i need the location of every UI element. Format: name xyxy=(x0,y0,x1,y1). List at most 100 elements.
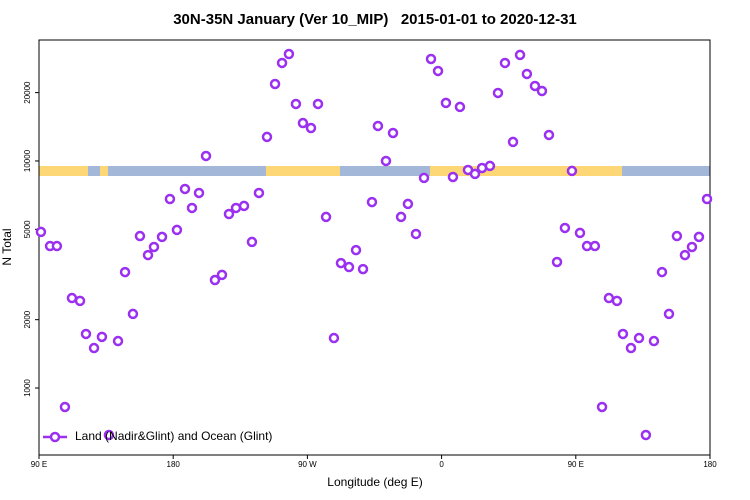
point xyxy=(418,172,430,184)
ocean-band xyxy=(39,166,710,176)
point xyxy=(320,211,332,223)
point xyxy=(328,332,340,344)
point xyxy=(223,208,235,220)
x-tick-label: 90 E xyxy=(31,460,47,469)
point xyxy=(372,120,384,132)
point xyxy=(246,236,258,248)
point xyxy=(88,342,100,354)
point xyxy=(35,226,47,238)
point xyxy=(447,171,459,183)
point xyxy=(261,131,273,143)
point xyxy=(164,193,176,205)
y-tick-label: 20000 xyxy=(23,81,32,104)
point xyxy=(425,53,437,65)
point xyxy=(134,230,146,242)
legend-label: Land (Nadir&Glint) and Ocean (Glint) xyxy=(75,429,272,443)
point xyxy=(112,335,124,347)
point xyxy=(51,240,63,252)
plot-frame xyxy=(38,39,711,456)
point xyxy=(156,231,168,243)
point xyxy=(119,266,131,278)
point xyxy=(507,136,519,148)
point xyxy=(80,328,92,340)
point xyxy=(566,165,578,177)
x-tick-label: 0 xyxy=(439,460,444,469)
point xyxy=(617,328,629,340)
point xyxy=(603,292,615,304)
point xyxy=(200,150,212,162)
y-axis-label: N Total xyxy=(0,228,14,265)
land-band xyxy=(39,166,88,176)
chart-title: 30N-35N January (Ver 10_MIP) 2015-01-01 … xyxy=(173,11,577,28)
point xyxy=(693,231,705,243)
point xyxy=(74,295,86,307)
point xyxy=(671,230,683,242)
point xyxy=(679,249,691,261)
point xyxy=(380,155,392,167)
y-tick-label: 2000 xyxy=(23,310,32,328)
x-tick-label: 180 xyxy=(167,460,181,469)
point xyxy=(171,224,183,236)
point xyxy=(350,244,362,256)
point xyxy=(663,308,675,320)
point xyxy=(543,129,555,141)
point xyxy=(402,198,414,210)
point xyxy=(238,200,250,212)
point xyxy=(440,97,452,109)
point xyxy=(611,295,623,307)
point xyxy=(230,202,242,214)
point xyxy=(66,292,78,304)
point xyxy=(686,241,698,253)
point xyxy=(701,193,713,205)
point xyxy=(343,261,355,273)
legend-marker xyxy=(49,431,61,443)
point xyxy=(283,48,295,60)
point xyxy=(103,429,115,441)
point xyxy=(559,222,571,234)
point xyxy=(574,227,586,239)
point xyxy=(395,211,407,223)
land-band xyxy=(100,166,108,176)
point xyxy=(366,196,378,208)
point xyxy=(179,183,191,195)
point xyxy=(536,85,548,97)
land-band xyxy=(266,166,340,176)
point xyxy=(551,256,563,268)
point xyxy=(596,401,608,413)
land-band xyxy=(430,166,622,176)
point xyxy=(148,241,160,253)
point xyxy=(521,68,533,80)
point xyxy=(297,117,309,129)
point xyxy=(492,87,504,99)
point xyxy=(387,127,399,139)
point xyxy=(648,335,660,347)
point xyxy=(589,240,601,252)
point xyxy=(432,65,444,77)
point xyxy=(640,429,652,441)
point xyxy=(186,202,198,214)
point xyxy=(59,401,71,413)
point xyxy=(290,98,302,110)
point xyxy=(454,101,466,113)
x-tick-label: 90 W xyxy=(298,460,317,469)
point xyxy=(193,187,205,199)
point xyxy=(499,57,511,69)
point xyxy=(269,78,281,90)
x-axis-label: Longitude (deg E) xyxy=(327,475,422,489)
point xyxy=(127,308,139,320)
point xyxy=(335,257,347,269)
point xyxy=(656,266,668,278)
point xyxy=(312,98,324,110)
point xyxy=(305,122,317,134)
point xyxy=(253,187,265,199)
point xyxy=(216,269,228,281)
point xyxy=(142,249,154,261)
point xyxy=(209,274,221,286)
y-tick-label: 1000 xyxy=(23,379,32,397)
point xyxy=(96,331,108,343)
y-tick-label: 5000 xyxy=(23,220,32,238)
point xyxy=(469,168,481,180)
point xyxy=(484,160,496,172)
